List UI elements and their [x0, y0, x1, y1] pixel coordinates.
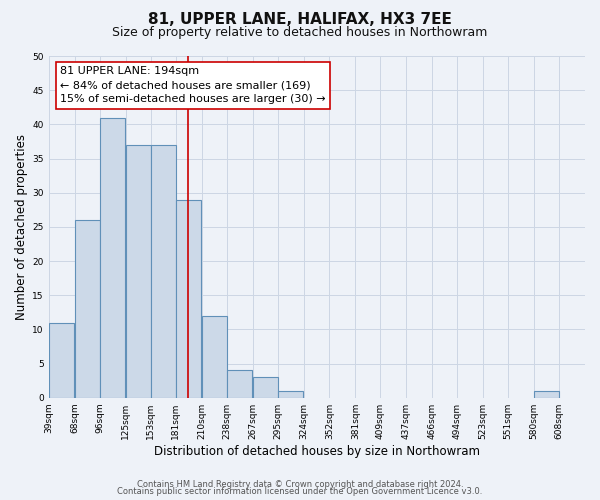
Text: 81, UPPER LANE, HALIFAX, HX3 7EE: 81, UPPER LANE, HALIFAX, HX3 7EE	[148, 12, 452, 28]
Text: 81 UPPER LANE: 194sqm
← 84% of detached houses are smaller (169)
15% of semi-det: 81 UPPER LANE: 194sqm ← 84% of detached …	[60, 66, 326, 104]
Bar	[227, 370, 252, 398]
Bar	[253, 377, 278, 398]
Y-axis label: Number of detached properties: Number of detached properties	[15, 134, 28, 320]
Text: Contains public sector information licensed under the Open Government Licence v3: Contains public sector information licen…	[118, 488, 482, 496]
Bar	[74, 220, 100, 398]
Bar	[125, 145, 151, 398]
Bar	[534, 391, 559, 398]
Text: Contains HM Land Registry data © Crown copyright and database right 2024.: Contains HM Land Registry data © Crown c…	[137, 480, 463, 489]
Bar	[151, 145, 176, 398]
X-axis label: Distribution of detached houses by size in Northowram: Distribution of detached houses by size …	[154, 444, 480, 458]
Bar	[100, 118, 125, 398]
Bar	[49, 322, 74, 398]
Bar	[202, 316, 227, 398]
Text: Size of property relative to detached houses in Northowram: Size of property relative to detached ho…	[112, 26, 488, 39]
Bar	[176, 200, 201, 398]
Bar	[278, 391, 304, 398]
